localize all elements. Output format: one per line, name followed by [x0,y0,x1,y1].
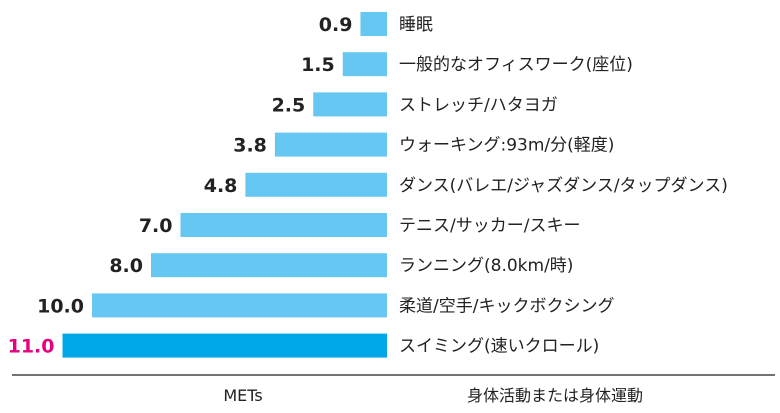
value-label: 7.0 [139,215,173,237]
bar [342,52,387,77]
category-label: ダンス(バレエ/ジャズダンス/タップダンス) [399,176,728,196]
bar [92,293,387,318]
value-label: 11.0 [8,336,55,358]
value-label: 4.8 [204,175,238,197]
category-label: 柔道/空手/キックボクシング [399,296,614,316]
value-label: 3.8 [233,135,267,157]
bar [313,92,387,117]
category-label: 睡眠 [399,15,433,35]
category-label: ランニング(8.0km/時) [399,256,573,276]
bar [180,213,387,237]
category-label: テニス/サッカー/スキー [399,216,580,236]
x-axis-label: METs [223,386,262,405]
category-label: 一般的なオフィスワーク(座位) [399,55,633,75]
category-label: ウォーキング:93m/分(軽度) [399,136,614,156]
value-label: 0.9 [319,14,353,36]
bar [151,253,387,278]
value-label: 10.0 [37,295,84,317]
bar [245,172,387,197]
value-label: 2.5 [272,94,306,116]
category-label: ストレッチ/ハタヨガ [399,95,558,115]
category-header: 身体活動または身体運動 [467,386,643,405]
bar [62,333,387,358]
category-label: スイミング(速いクロール) [399,337,599,357]
bar [360,12,387,36]
bar [274,132,387,157]
value-label: 8.0 [109,255,143,277]
value-label: 1.5 [301,54,335,76]
